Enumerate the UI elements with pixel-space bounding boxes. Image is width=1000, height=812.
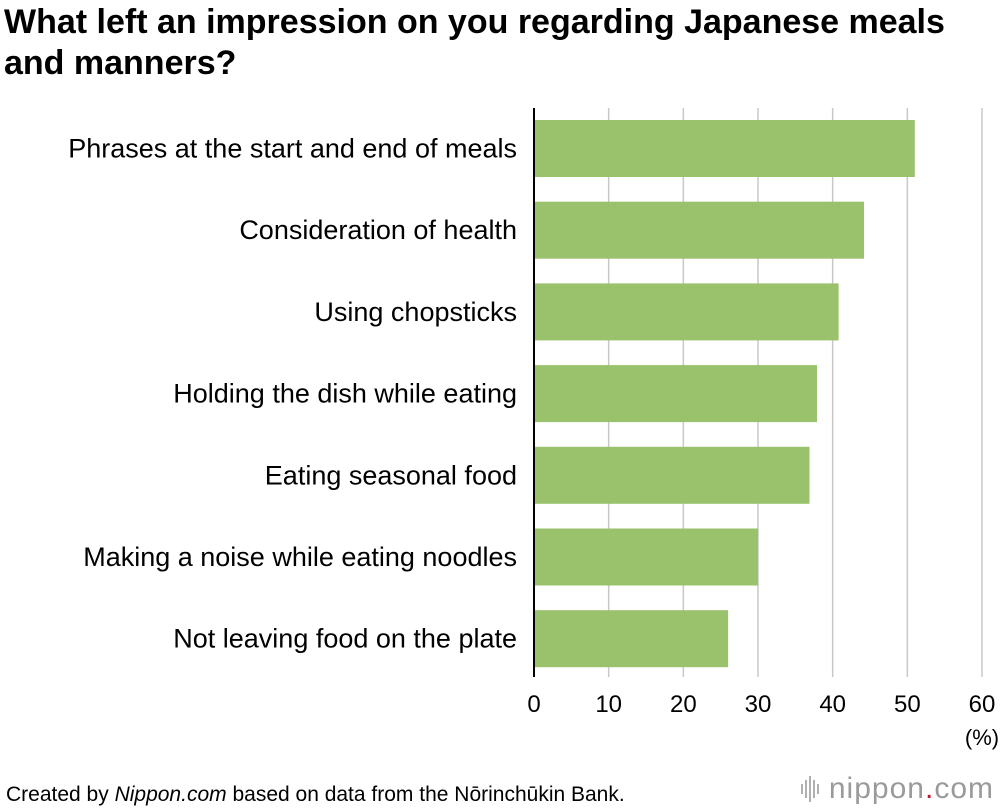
category-label: Not leaving food on the plate [173,624,517,654]
x-tick-label: 50 [894,691,921,718]
bars [534,120,915,668]
category-label: Using chopsticks [314,297,517,327]
credit-prefix: Created by [6,783,115,806]
logo-mark-icon [800,776,821,802]
category-label: Holding the dish while eating [173,379,517,409]
credit-suffix: based on data from the Nōrinchūkin Bank. [226,783,625,806]
category-label: Consideration of health [239,215,517,245]
category-labels: Phrases at the start and end of meals Con… [68,134,517,654]
logo-name: nippon [828,772,925,805]
x-axis-ticks: 0 10 20 30 40 50 60 [527,691,995,718]
logo-tld: com [934,772,994,805]
bar [534,283,839,341]
bar-chart: Phrases at the start and end of meals Con… [68,108,999,750]
x-tick-label: 60 [969,691,996,718]
category-label: Making a noise while eating noodles [83,542,517,572]
x-axis-unit: (%) [965,725,999,750]
chart-title: What left an impression on you regarding… [4,3,945,82]
x-tick-label: 40 [819,691,846,718]
bar [534,528,758,586]
nippon-logo: nippon. com [800,772,994,806]
bar [534,365,817,423]
category-label: Phrases at the start and end of meals [68,134,517,164]
credit-source: Nippon.com [114,783,227,806]
x-tick-label: 0 [527,691,540,718]
category-label: Eating seasonal food [265,460,517,490]
source-credit: Created by Nippon.com based on data from… [6,783,625,807]
x-tick-label: 30 [745,691,772,718]
logo-dot: . [924,772,935,805]
x-tick-label: 10 [595,691,622,718]
bar [534,610,729,668]
x-tick-label: 20 [670,691,697,718]
bar [534,201,865,259]
bar [534,120,915,177]
bar [534,446,810,504]
